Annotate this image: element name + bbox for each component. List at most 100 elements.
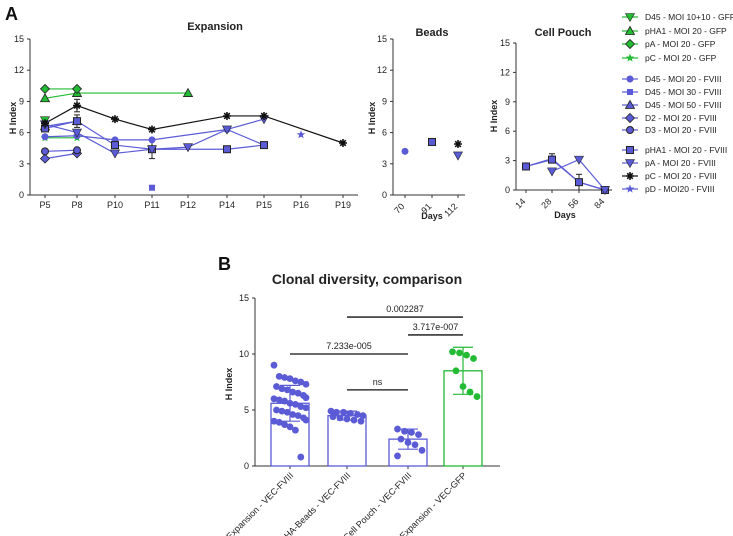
expansion-title: Expansion [187, 21, 243, 33]
clonal-point [401, 427, 408, 435]
beads-y-tick-label: 0 [382, 190, 387, 200]
beads-x-tick-label: 112 [442, 201, 459, 218]
clonal-point [449, 348, 456, 356]
legend-label: pC - MOI 20 - FVIII [645, 171, 717, 181]
clonal-point [327, 407, 335, 415]
expansion-point [39, 83, 51, 94]
clonal-point [394, 425, 401, 433]
legend-label: D45 - MOI 20 - FVIII [645, 74, 722, 84]
expansion-series-line [44, 152, 78, 160]
legend-label: D3 - MOI 20 - FVIII [645, 125, 717, 135]
clonal-y-tick-label: 10 [239, 349, 249, 359]
clonal-point [354, 411, 361, 418]
clonal-point [473, 393, 481, 400]
beads-y-tick-label: 3 [382, 159, 387, 169]
clonal-point [302, 416, 310, 424]
expansion-x-tick-label: P19 [335, 200, 351, 210]
expansion-point [41, 133, 49, 141]
legend-marker [625, 53, 635, 62]
clonal-point [411, 441, 419, 449]
legend-label: D2 - MOI 20 - FVIII [645, 113, 717, 123]
legend-label: D45 - MOI 30 - FVIII [645, 87, 722, 97]
legend-marker [624, 159, 636, 169]
cellpouch-y-tick-label: 12 [500, 67, 510, 77]
cellpouch-x-tick-label: 14 [513, 196, 527, 210]
clonal-point [415, 431, 422, 439]
expansion-point [296, 130, 306, 139]
expansion-point [339, 139, 347, 147]
cellpouch-series-line [525, 158, 606, 191]
beads-x-label: Days [421, 211, 443, 221]
clonal-point [278, 385, 286, 393]
clonal-point [336, 414, 344, 422]
expansion-y-tick-label: 9 [19, 96, 24, 106]
beads-title: Beads [415, 27, 448, 39]
clonal-point [404, 439, 412, 446]
clonal-comparison-label: 7.233e-005 [326, 341, 372, 351]
legend-label: pD - MOI20 - FVIII [645, 184, 714, 194]
beads-y-tick-label: 15 [377, 34, 387, 44]
clonal-point [408, 429, 415, 436]
cellpouch-y-tick-label: 9 [505, 97, 510, 107]
legend-label: D45 - MOI 50 - FVIII [645, 100, 722, 110]
clonal-comparison-label: ns [373, 377, 383, 387]
expansion-point [182, 87, 194, 97]
cellpouch-x-tick-label: 56 [566, 196, 580, 210]
legend-label: D45 - MOI 10+10 - GFP [645, 12, 733, 22]
clonal-point [359, 412, 367, 419]
clonal-comparison-label: 3.717e-007 [413, 322, 459, 332]
expansion-y-tick-label: 0 [19, 190, 24, 200]
legend-label: pA - MOI 20 - FVIII [645, 158, 716, 168]
clonal-y-label: H Index [224, 368, 234, 401]
clonal-point [297, 378, 305, 386]
expansion-point [260, 112, 268, 120]
cellpouch-point [522, 162, 530, 171]
clonal-point [418, 446, 426, 454]
clonal-point [294, 389, 302, 397]
expansion-x-tick-label: P11 [144, 200, 159, 210]
expansion-point [148, 125, 156, 134]
expansion-series-line [44, 149, 78, 152]
beads-x-tick-label: 70 [392, 201, 406, 215]
clonal-point [340, 408, 347, 416]
expansion-x-tick-label: P5 [39, 200, 50, 210]
beads-y-label: H Index [367, 102, 377, 135]
expansion-point [223, 145, 231, 154]
legend-marker [624, 38, 636, 50]
expansion-y-tick-label: 3 [19, 159, 24, 169]
clonal-point [343, 415, 351, 423]
clonal-point [289, 411, 297, 418]
expansion-y-tick-label: 15 [14, 34, 24, 44]
clonal-point [286, 423, 294, 431]
cellpouch-y-tick-label: 0 [505, 185, 510, 195]
legend-label: pHA1 - MOI 20 - FVIII [645, 145, 727, 155]
expansion-y-tick-label: 12 [14, 65, 24, 75]
expansion-series-line [44, 120, 265, 150]
clonal-point [463, 351, 470, 359]
clonal-point [270, 417, 278, 425]
expansion-point [73, 146, 81, 155]
beads-y-tick-label: 6 [382, 128, 387, 138]
clonal-point [273, 406, 280, 414]
legend-marker [624, 13, 636, 23]
clonal-point [350, 416, 358, 424]
cellpouch-point [599, 186, 611, 196]
clonal-point [456, 349, 463, 357]
expansion-point [221, 125, 233, 135]
clonal-point [347, 409, 354, 417]
cellpouch-x-tick-label: 84 [592, 196, 606, 210]
clonal-point [275, 373, 283, 380]
clonal-point [292, 401, 299, 408]
legend-marker [624, 112, 636, 124]
expansion-y-tick-label: 6 [19, 128, 24, 138]
expansion-point [73, 101, 81, 110]
expansion-x-tick-label: P14 [219, 200, 235, 210]
clonal-point [292, 426, 299, 434]
clonal-point [275, 418, 283, 426]
beads-y-tick-label: 9 [382, 96, 387, 106]
legend-label: pA - MOI 20 - GFP [645, 39, 716, 49]
cellpouch-point [575, 178, 583, 187]
clonal-y-tick-label: 15 [239, 293, 249, 303]
cellpouch-y-tick-label: 15 [500, 38, 510, 48]
